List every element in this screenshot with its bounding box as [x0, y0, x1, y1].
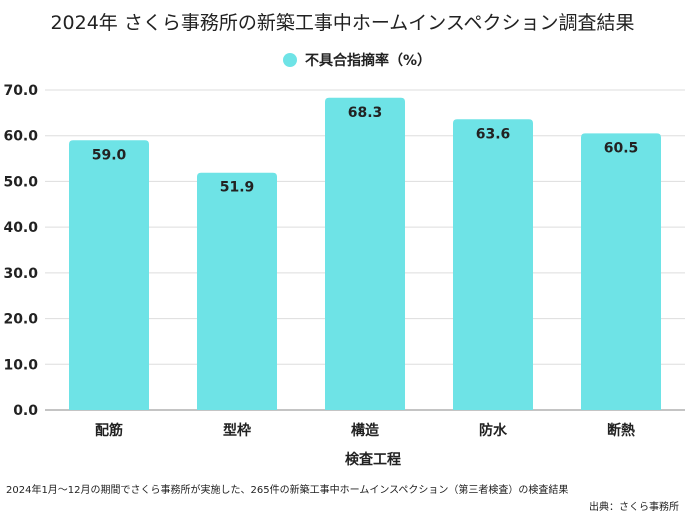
x-tick-label: 防水: [479, 422, 508, 439]
y-tick-label: 50.0: [3, 174, 38, 190]
legend-label: 不具合指摘率（%）: [305, 53, 432, 69]
bar: [581, 133, 661, 410]
y-tick-label: 0.0: [13, 403, 38, 419]
y-tick-label: 20.0: [3, 312, 38, 328]
x-axis-title: 検査工程: [345, 451, 401, 468]
bar: [69, 140, 149, 411]
data-label: 51.9: [220, 180, 255, 196]
y-tick-label: 30.0: [3, 266, 38, 282]
chart-title: 2024年 さくら事務所の新築工事中ホームインスペクション調査結果: [50, 12, 635, 34]
bar: [197, 172, 277, 410]
y-tick-label: 70.0: [3, 83, 38, 99]
x-tick-label: 型枠: [223, 422, 251, 439]
data-label: 68.3: [348, 105, 383, 121]
y-tick-label: 60.0: [3, 129, 38, 145]
y-tick-label: 10.0: [3, 357, 38, 373]
data-label: 63.6: [476, 126, 511, 142]
x-tick-label: 断熱: [607, 422, 635, 439]
bar: [325, 97, 405, 411]
x-tick-label: 構造: [351, 422, 379, 439]
source-credit: 出典：さくら事務所: [589, 502, 679, 513]
data-label: 60.5: [604, 140, 639, 156]
legend-marker: [283, 53, 297, 67]
data-label: 59.0: [92, 147, 127, 163]
x-tick-label: 配筋: [95, 422, 123, 439]
footnote: 2024年1月〜12月の期間でさくら事務所が実施した、265件の新築工事中ホーム…: [6, 485, 569, 496]
legend: 不具合指摘率（%）: [283, 50, 431, 70]
y-tick-label: 40.0: [3, 220, 38, 236]
bar: [453, 119, 533, 410]
